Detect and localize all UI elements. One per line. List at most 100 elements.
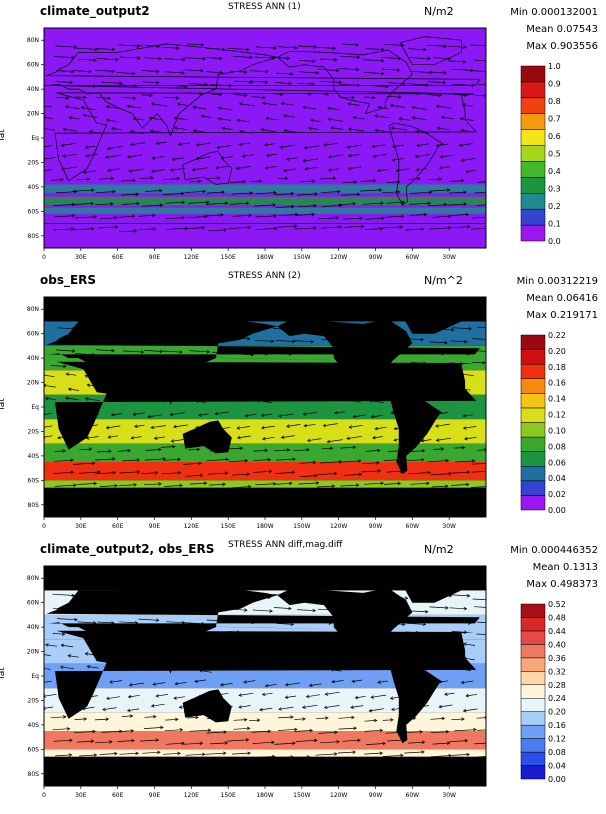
vector-arrowhead bbox=[200, 114, 205, 119]
vector-arrow bbox=[439, 166, 450, 169]
vector-arrowhead bbox=[415, 630, 420, 635]
vector-arrow bbox=[76, 327, 94, 330]
lon-tick-label: 180W bbox=[256, 523, 273, 530]
vector-arrowhead bbox=[338, 338, 343, 343]
vector-arrow bbox=[250, 80, 268, 83]
vector-arrowhead bbox=[125, 397, 129, 402]
vector-arrow bbox=[197, 645, 211, 648]
vector-arrow bbox=[239, 103, 255, 107]
vector-arrow bbox=[432, 495, 449, 497]
vector-arrowhead bbox=[105, 425, 110, 430]
vector-arrow bbox=[365, 48, 384, 50]
vector-arrow bbox=[429, 341, 448, 344]
vector-arrowhead bbox=[159, 349, 164, 354]
vector-arrowhead bbox=[352, 414, 357, 419]
vector-arrow bbox=[54, 215, 75, 218]
vector-arrowhead bbox=[400, 337, 404, 341]
vector-arrow bbox=[455, 460, 475, 463]
vector-arrow bbox=[334, 411, 345, 414]
vector-arrowhead bbox=[102, 373, 107, 378]
vector-arrow bbox=[416, 131, 429, 134]
vector-arrowhead bbox=[219, 683, 224, 687]
vector-arrow bbox=[321, 366, 337, 368]
vector-arrow bbox=[185, 582, 204, 585]
vector-arrowhead bbox=[270, 493, 274, 498]
vector-arrow bbox=[273, 482, 292, 485]
vector-arrow bbox=[44, 169, 52, 172]
vector-arrowhead bbox=[369, 399, 373, 403]
vector-arrow bbox=[160, 446, 176, 448]
vector-arrow bbox=[209, 742, 228, 745]
vector-arrow bbox=[143, 727, 164, 729]
vector-arrow bbox=[164, 485, 183, 487]
vector-arrow bbox=[363, 352, 385, 355]
vector-arrow bbox=[294, 351, 311, 353]
vector-arrowhead bbox=[435, 424, 439, 428]
vector-arrowhead bbox=[331, 484, 336, 488]
colorbar-swatch bbox=[520, 161, 546, 178]
vector-arrow bbox=[252, 741, 275, 744]
colorbar-label: 0.20 bbox=[548, 347, 566, 356]
vector-arrow bbox=[83, 170, 96, 173]
vector-arrow bbox=[214, 645, 230, 649]
vector-arrow bbox=[148, 668, 161, 671]
vector-arrowhead bbox=[397, 56, 402, 61]
vector-arrowhead bbox=[128, 169, 132, 173]
vector-arrow bbox=[428, 94, 442, 96]
vector-arrow bbox=[117, 450, 131, 452]
vector-arrowhead bbox=[350, 654, 355, 658]
vector-arrowhead bbox=[329, 446, 334, 451]
vector-arrowhead bbox=[461, 445, 466, 450]
vector-arrowhead bbox=[422, 622, 427, 627]
vector-arrow bbox=[317, 312, 335, 315]
vector-arrow bbox=[265, 683, 277, 687]
vector-arrow bbox=[406, 459, 424, 462]
vector-arrowhead bbox=[241, 595, 246, 600]
vector-arrowhead bbox=[196, 695, 201, 699]
vector-arrow bbox=[382, 226, 403, 229]
vector-arrow bbox=[293, 449, 310, 452]
vector-arrowhead bbox=[377, 680, 381, 684]
colorbar-swatch bbox=[520, 378, 546, 394]
vector-arrow bbox=[281, 102, 294, 106]
vector-arrow bbox=[118, 44, 140, 47]
vector-arrowhead bbox=[405, 316, 409, 321]
vector-arrow bbox=[254, 204, 276, 207]
vector-arrowhead bbox=[155, 694, 160, 698]
vector-arrow bbox=[316, 596, 338, 599]
vector-arrow bbox=[316, 93, 329, 95]
vector-arrow bbox=[142, 362, 154, 364]
vector-arrowhead bbox=[128, 373, 133, 377]
vector-arrow bbox=[122, 496, 141, 498]
continent-outline bbox=[182, 689, 232, 723]
vector-arrowhead bbox=[83, 414, 88, 418]
vector-arrow bbox=[304, 385, 317, 388]
vector-arrow bbox=[60, 666, 74, 670]
vector-arrow bbox=[122, 350, 144, 353]
vector-arrowhead bbox=[311, 212, 316, 217]
vector-arrowhead bbox=[355, 67, 360, 72]
vector-arrowhead bbox=[380, 201, 384, 205]
vector-arrowhead bbox=[221, 126, 226, 131]
vector-arrow bbox=[121, 595, 140, 598]
vector-arrow bbox=[448, 471, 470, 474]
vector-arrowhead bbox=[260, 128, 264, 132]
vector-arrowhead bbox=[282, 666, 287, 670]
vector-arrow bbox=[163, 362, 176, 365]
vector-arrowhead bbox=[221, 448, 225, 453]
vector-arrowhead bbox=[465, 169, 470, 174]
vector-arrow bbox=[278, 706, 294, 710]
colorbar-label: 0.48 bbox=[548, 614, 566, 623]
lon-tick-label: 180W bbox=[256, 254, 273, 261]
vector-arrow bbox=[365, 328, 382, 331]
vector-arrowhead bbox=[93, 753, 98, 757]
vector-arrow bbox=[409, 450, 425, 452]
vector-arrowhead bbox=[179, 350, 183, 354]
vector-arrowhead bbox=[375, 765, 379, 770]
vector-arrow bbox=[143, 597, 165, 600]
vector-arrowhead bbox=[113, 594, 118, 598]
vector-arrowhead bbox=[359, 622, 364, 627]
vector-arrowhead bbox=[491, 191, 494, 194]
vector-arrowhead bbox=[80, 106, 85, 110]
vector-arrow bbox=[406, 499, 423, 501]
